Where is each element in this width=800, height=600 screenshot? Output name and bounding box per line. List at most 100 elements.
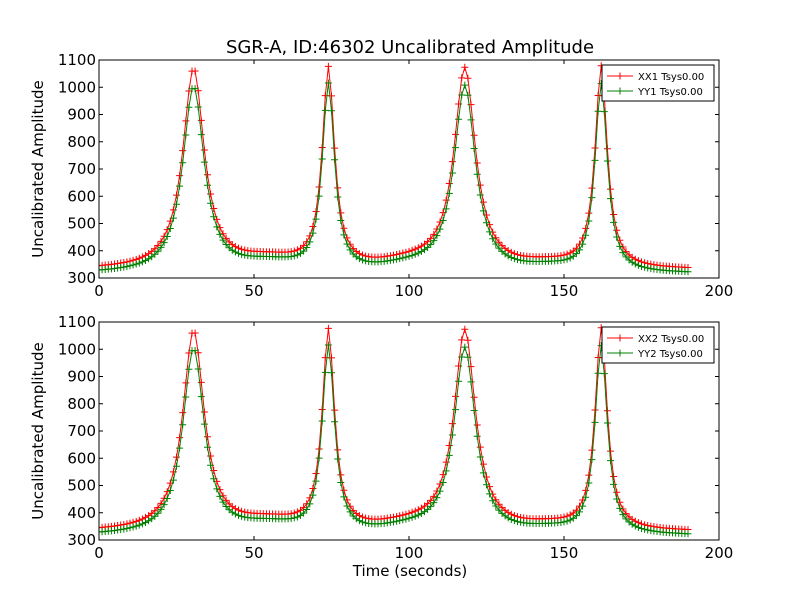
data-point <box>414 249 422 257</box>
data-point <box>402 253 410 261</box>
data-point <box>430 492 438 500</box>
data-point <box>510 517 518 525</box>
data-point <box>427 240 435 248</box>
data-point <box>312 208 320 216</box>
data-point <box>634 261 642 269</box>
data-point <box>479 469 487 477</box>
data-point <box>452 392 459 400</box>
data-point <box>204 181 211 189</box>
data-point <box>557 518 565 526</box>
data-point <box>331 406 339 414</box>
data-point <box>613 233 621 241</box>
data-point <box>306 238 314 246</box>
data-point <box>166 487 174 495</box>
y-tick-label: 700 <box>67 422 96 440</box>
data-point <box>638 262 645 270</box>
data-point <box>461 343 469 351</box>
y-axis-label: Uncalibrated Amplitude <box>29 80 47 257</box>
data-point <box>641 263 649 271</box>
data-point <box>219 498 227 506</box>
data-point <box>386 518 394 526</box>
data-point <box>163 232 171 240</box>
data-point <box>408 251 416 259</box>
data-point <box>585 471 593 479</box>
data-point <box>287 515 295 523</box>
y-axis-label: Uncalibrated Amplitude <box>29 342 47 519</box>
data-point <box>644 526 652 534</box>
data-point <box>588 456 596 464</box>
data-point <box>176 444 184 452</box>
data-point <box>411 512 419 520</box>
legend: XX1 Tsys0.00 YY1 Tsys0.00 <box>601 64 715 102</box>
legend-label: XX2 Tsys0.00 <box>638 334 704 345</box>
data-point <box>607 185 614 193</box>
data-point <box>458 91 466 99</box>
data-point <box>411 250 419 258</box>
data-point <box>489 497 497 505</box>
data-point <box>582 493 590 501</box>
x-tick-label: 50 <box>244 282 263 300</box>
data-point <box>448 420 456 428</box>
data-point <box>470 407 478 415</box>
data-point <box>126 524 134 532</box>
data-point <box>476 181 484 189</box>
data-point <box>185 365 193 373</box>
data-point <box>514 256 521 264</box>
data-point <box>204 171 211 179</box>
data-point <box>157 499 165 507</box>
data-point <box>439 478 447 486</box>
data-point <box>619 249 627 257</box>
data-point <box>194 365 202 373</box>
legend-box <box>601 64 715 102</box>
data-point <box>436 487 444 495</box>
data-point <box>479 460 487 468</box>
legend-marker <box>616 349 624 357</box>
legend-label: YY1 Tsys0.00 <box>637 87 703 98</box>
legend-label: XX1 Tsys0.00 <box>638 72 704 83</box>
data-point <box>179 409 187 417</box>
data-point <box>607 195 614 203</box>
data-point <box>346 508 354 516</box>
legend-marker <box>616 87 624 95</box>
data-point <box>603 407 611 415</box>
data-point <box>197 131 205 139</box>
data-point <box>585 479 593 487</box>
data-point <box>290 514 298 522</box>
data-point <box>324 62 332 70</box>
data-point <box>510 255 518 263</box>
data-point <box>430 237 438 245</box>
data-point <box>154 247 162 255</box>
data-point <box>222 234 230 242</box>
data-point <box>603 145 611 153</box>
y-tick-label: 400 <box>67 242 96 260</box>
data-point <box>427 502 435 510</box>
y-tick-label: 1100 <box>58 51 96 69</box>
data-point <box>616 504 624 512</box>
data-point <box>328 354 335 362</box>
data-point <box>622 515 630 523</box>
data-point <box>151 512 159 520</box>
series-markers-2 <box>99 341 692 538</box>
data-point <box>318 155 326 163</box>
data-point <box>176 172 184 180</box>
data-point <box>290 252 298 260</box>
data-point <box>182 131 190 139</box>
data-point <box>486 228 494 236</box>
data-point <box>563 517 571 525</box>
data-point <box>492 502 500 510</box>
data-point <box>402 515 410 523</box>
data-point <box>582 231 590 239</box>
data-point <box>191 67 199 75</box>
data-point <box>182 379 190 387</box>
data-point <box>207 190 215 198</box>
data-point <box>492 496 500 504</box>
data-point <box>334 184 342 192</box>
data-point <box>591 156 599 164</box>
y-tick-label: 600 <box>67 187 96 205</box>
data-point <box>138 520 146 528</box>
data-point <box>405 252 413 260</box>
data-point <box>129 261 137 269</box>
data-point <box>340 493 348 501</box>
data-point <box>204 433 211 441</box>
